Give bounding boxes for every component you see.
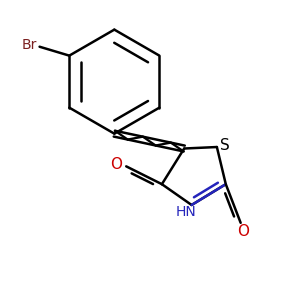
Text: O: O: [238, 224, 250, 239]
Text: HN: HN: [176, 206, 196, 219]
Text: S: S: [220, 138, 230, 153]
Text: Br: Br: [22, 38, 37, 52]
Text: O: O: [110, 158, 122, 172]
